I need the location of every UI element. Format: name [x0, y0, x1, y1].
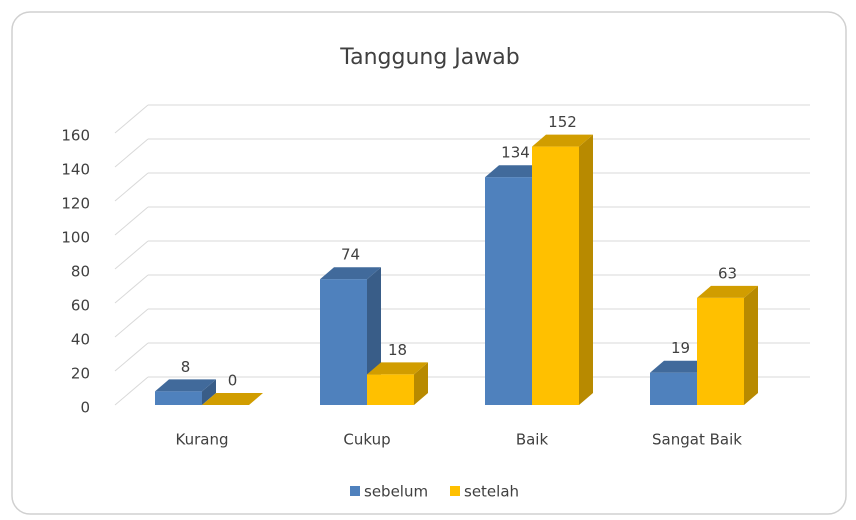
data-label: 8 — [181, 358, 191, 376]
bar-side — [414, 362, 428, 405]
bar — [650, 372, 697, 405]
y-tick-label: 80 — [71, 263, 90, 281]
x-tick-label: Baik — [516, 431, 549, 449]
y-tick-label: 160 — [61, 127, 90, 145]
data-label: 152 — [548, 113, 577, 131]
chart-title: Tanggung Jawab — [339, 45, 519, 70]
bar — [697, 297, 744, 405]
bar-top — [320, 267, 381, 280]
bar-top — [202, 393, 263, 405]
bar-top — [650, 360, 711, 373]
data-label: 19 — [671, 339, 690, 357]
grid-line — [114, 376, 149, 406]
bar — [485, 177, 532, 405]
bar-top — [697, 285, 758, 298]
x-tick-label: Cukup — [343, 431, 390, 449]
legend-label: sebelum — [364, 483, 428, 501]
grid-line — [114, 308, 149, 338]
y-tick-label: 120 — [61, 195, 90, 213]
grid-line — [114, 274, 149, 304]
x-tick-label: Kurang — [176, 431, 229, 449]
bar — [155, 391, 202, 405]
y-tick-label: 100 — [61, 229, 90, 247]
legend-swatch — [350, 486, 360, 496]
bar-top — [532, 134, 593, 147]
data-label: 63 — [718, 264, 737, 282]
data-label: 18 — [388, 341, 407, 359]
grid-line — [114, 138, 149, 168]
y-tick-label: 60 — [71, 297, 90, 315]
bar-top — [367, 362, 428, 375]
chart-border — [11, 11, 847, 515]
grid-line — [114, 104, 149, 134]
y-tick-label: 0 — [80, 399, 90, 417]
bar-side — [202, 379, 216, 405]
bar — [532, 146, 579, 405]
bar — [367, 374, 414, 405]
y-tick-label: 40 — [71, 331, 90, 349]
grid-line — [114, 342, 149, 372]
grid-line — [114, 172, 149, 202]
legend-label: setelah — [464, 483, 519, 501]
legend-swatch — [450, 486, 460, 496]
x-tick-label: Sangat Baik — [652, 431, 742, 449]
data-label: 0 — [228, 372, 238, 390]
bar-side — [579, 134, 593, 405]
bar-top — [485, 165, 546, 178]
bar-side — [744, 285, 758, 405]
bar — [320, 279, 367, 405]
y-tick-label: 140 — [61, 161, 90, 179]
grid-line — [114, 206, 149, 236]
data-label: 134 — [501, 144, 530, 162]
y-tick-label: 20 — [71, 365, 90, 383]
bar-top — [155, 379, 216, 392]
grid-line — [114, 240, 149, 270]
data-label: 74 — [341, 246, 360, 264]
